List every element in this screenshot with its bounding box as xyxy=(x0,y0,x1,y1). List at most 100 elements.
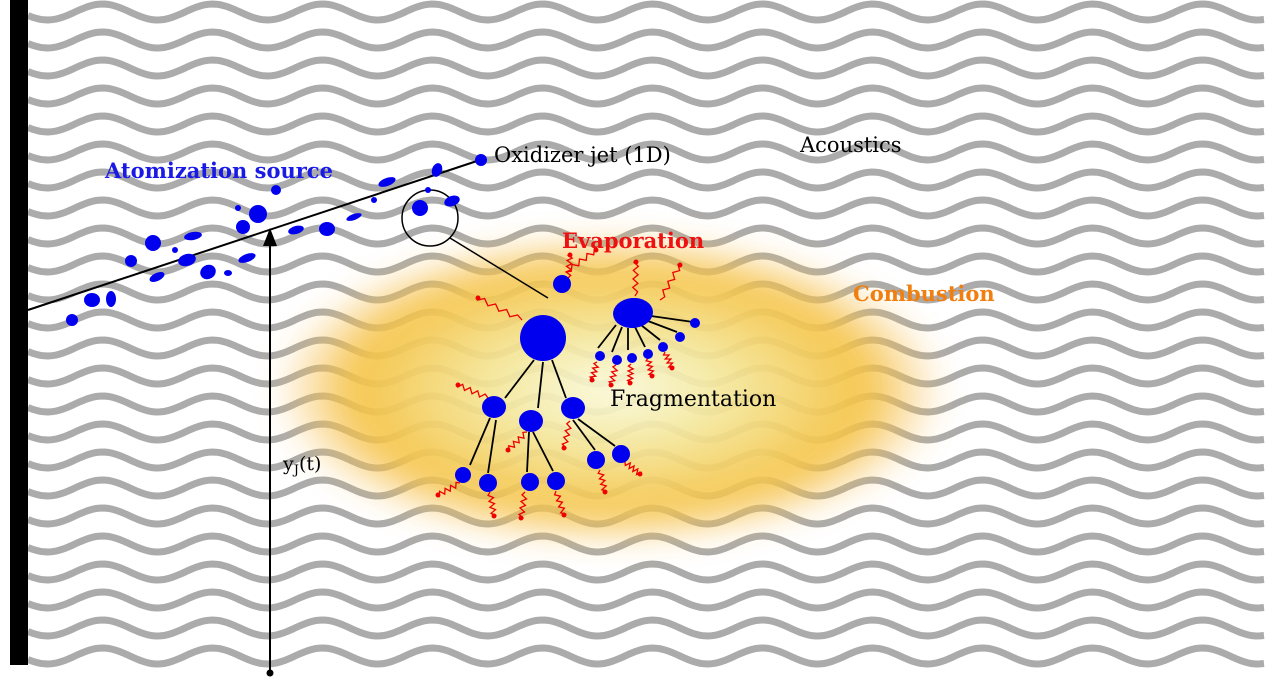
arrow-tip xyxy=(602,489,608,495)
arrow-tip xyxy=(589,377,595,383)
droplet xyxy=(561,397,585,419)
position-argument: (t) xyxy=(299,453,321,475)
combustion-zone xyxy=(270,230,950,550)
link xyxy=(577,418,616,447)
wave xyxy=(26,560,1265,584)
link xyxy=(634,326,646,348)
evaporation-arrow xyxy=(607,364,619,387)
droplet xyxy=(520,315,566,361)
droplet xyxy=(595,351,605,361)
wave xyxy=(26,28,1265,52)
droplet xyxy=(235,205,241,211)
arrow-tip xyxy=(637,471,643,477)
link xyxy=(572,419,596,451)
jet-label: Oxidizer jet (1D) xyxy=(494,143,671,167)
droplet xyxy=(236,220,250,234)
droplet xyxy=(627,353,637,363)
link xyxy=(640,324,661,341)
wall xyxy=(10,0,28,665)
link xyxy=(537,361,544,409)
evaporation-arrow xyxy=(438,481,461,498)
droplet xyxy=(378,177,396,187)
droplet xyxy=(690,318,700,328)
droplet xyxy=(125,255,137,267)
arrow-tip xyxy=(593,247,599,253)
droplet xyxy=(587,451,605,469)
droplet xyxy=(553,275,571,293)
arrow-tip xyxy=(677,262,683,268)
link xyxy=(526,431,530,473)
wave xyxy=(26,196,1265,220)
jet-line xyxy=(27,159,481,311)
droplet xyxy=(346,213,362,221)
evaporation-arrow xyxy=(662,351,675,368)
fragmentation-label: Fragmentation xyxy=(610,387,776,412)
evaporation-arrow xyxy=(456,383,489,399)
position-subscript: J xyxy=(292,463,299,478)
evaporation-arrow xyxy=(659,263,681,301)
link xyxy=(487,419,497,474)
wave xyxy=(26,588,1265,612)
droplet xyxy=(658,342,668,352)
droplet xyxy=(288,225,304,235)
link xyxy=(597,324,617,349)
droplet xyxy=(84,293,100,307)
position-symbol: y xyxy=(282,453,294,475)
droplet xyxy=(238,253,256,263)
evaporation-arrow xyxy=(626,363,635,384)
droplet xyxy=(149,272,165,282)
arrow-tip xyxy=(475,295,481,301)
arrow-tip xyxy=(567,252,573,258)
droplet xyxy=(145,235,161,251)
acoustics-label: Acoustics xyxy=(799,133,902,157)
droplet xyxy=(613,297,653,329)
link xyxy=(469,417,491,466)
arrow-tip xyxy=(627,380,633,386)
droplet xyxy=(200,264,216,280)
evaporation-arrow xyxy=(631,261,640,297)
arrow-tip xyxy=(518,515,524,521)
droplet xyxy=(425,187,431,193)
droplet xyxy=(319,222,335,236)
droplet xyxy=(643,349,653,359)
evaporation-arrow xyxy=(597,469,608,493)
arrow-tip xyxy=(561,512,567,518)
evaporation-arrow xyxy=(564,254,574,279)
position-label: yJ(t) xyxy=(282,453,321,478)
droplet xyxy=(224,270,232,276)
evaporation-arrow xyxy=(517,491,528,519)
wave xyxy=(26,644,1265,668)
evaporation-arrow xyxy=(487,491,497,517)
wave xyxy=(26,84,1265,108)
wave xyxy=(26,140,1265,164)
zoom-line xyxy=(449,237,549,299)
wave xyxy=(26,0,1265,24)
droplet xyxy=(547,472,565,490)
droplet xyxy=(412,200,428,216)
droplet xyxy=(271,185,281,195)
link xyxy=(551,359,567,399)
arrow-tip xyxy=(561,445,567,451)
link xyxy=(532,431,554,472)
arrow-tip xyxy=(649,373,655,379)
droplet xyxy=(479,474,497,492)
droplet xyxy=(178,253,196,267)
evaporation-arrow xyxy=(507,431,528,452)
evaporation-arrow xyxy=(476,297,523,321)
evaporation-arrow xyxy=(624,461,642,476)
droplet xyxy=(431,163,443,177)
wave xyxy=(26,616,1265,640)
arrow-tip xyxy=(435,492,441,498)
jet-tip xyxy=(475,154,487,166)
droplet xyxy=(519,410,543,432)
arrow-tip xyxy=(633,259,639,265)
arrow-tip xyxy=(608,382,614,388)
wave xyxy=(26,224,1265,248)
link xyxy=(611,326,623,353)
wave xyxy=(26,168,1265,192)
droplet xyxy=(184,231,202,241)
droplet xyxy=(455,467,471,483)
droplets xyxy=(66,163,700,492)
atomization-label: Atomization source xyxy=(104,158,333,183)
link xyxy=(647,320,678,333)
